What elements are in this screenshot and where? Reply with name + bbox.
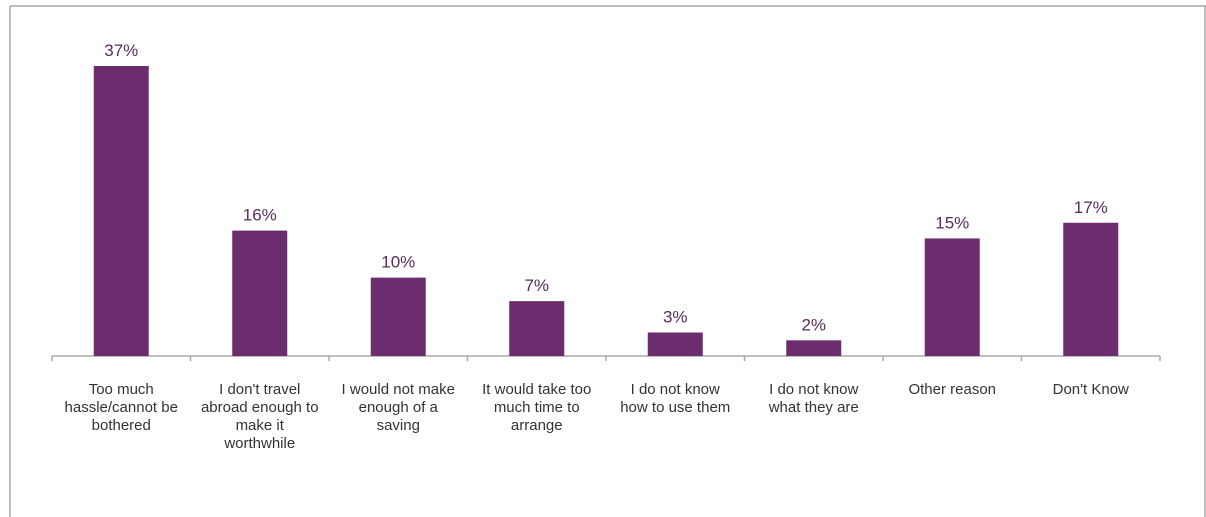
bar (1063, 222, 1119, 356)
data-label: 16% (243, 206, 277, 225)
bar (370, 277, 426, 356)
data-label: 15% (935, 213, 969, 232)
bar (924, 238, 980, 356)
bar (232, 230, 288, 356)
bar (509, 301, 565, 356)
category-label: It would take too much time to arrange (482, 381, 592, 434)
data-label: 10% (381, 253, 415, 272)
data-label: 37% (104, 41, 138, 60)
data-label: 17% (1074, 198, 1108, 217)
data-label: 3% (663, 307, 688, 326)
bar (786, 340, 842, 356)
data-label: 7% (524, 276, 549, 295)
category-label: Too much hassle/cannot be bothered (64, 381, 178, 434)
category-label: I don't travel abroad enough to make it … (200, 381, 319, 452)
category-label: I would not make enough of a saving (341, 381, 455, 434)
bar (647, 332, 703, 356)
bar (93, 66, 149, 356)
category-label: I do not know how to use them (620, 381, 731, 416)
category-label: I do not know what they are (768, 381, 859, 416)
category-label: Don't Know (1052, 381, 1129, 398)
category-label: Other reason (908, 381, 997, 398)
data-label: 2% (801, 315, 826, 334)
